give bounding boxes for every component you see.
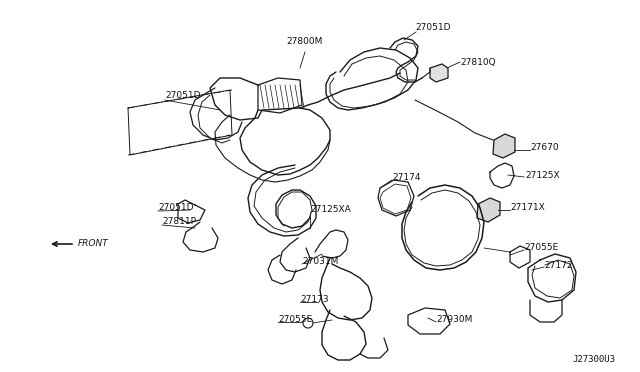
Text: 27811P: 27811P (162, 218, 196, 227)
Text: 27055E: 27055E (278, 315, 312, 324)
Text: 27930M: 27930M (436, 315, 472, 324)
Text: J27300U3: J27300U3 (572, 356, 615, 365)
Text: 27051D: 27051D (415, 23, 451, 32)
Text: 27800M: 27800M (287, 38, 323, 46)
Text: 27125XA: 27125XA (310, 205, 351, 215)
Polygon shape (477, 198, 500, 222)
Text: 27051D: 27051D (158, 203, 193, 212)
Text: 27125X: 27125X (525, 170, 559, 180)
Text: 27031M: 27031M (302, 257, 339, 266)
Polygon shape (430, 64, 448, 82)
Text: 27055E: 27055E (524, 244, 558, 253)
Text: 27174: 27174 (392, 173, 420, 183)
Polygon shape (493, 134, 515, 158)
Text: 27171X: 27171X (510, 203, 545, 212)
Text: FRONT: FRONT (78, 240, 109, 248)
Text: 27810Q: 27810Q (460, 58, 495, 67)
Text: 27172: 27172 (544, 260, 573, 269)
Text: 27670: 27670 (530, 144, 559, 153)
Text: 27173: 27173 (300, 295, 328, 305)
Text: 27051D: 27051D (165, 90, 200, 99)
